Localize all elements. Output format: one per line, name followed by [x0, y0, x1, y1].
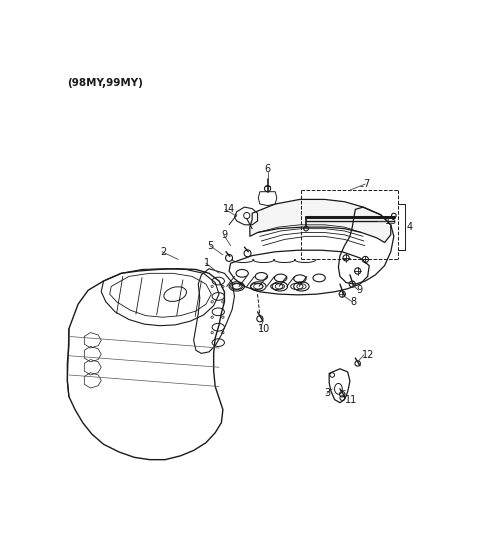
Text: 9: 9	[356, 285, 362, 295]
Text: 8: 8	[350, 297, 356, 307]
Text: 7: 7	[363, 179, 369, 189]
Text: 12: 12	[361, 350, 374, 360]
Text: 2: 2	[160, 247, 166, 257]
Text: 13: 13	[384, 216, 397, 226]
Text: 3: 3	[324, 388, 331, 398]
Text: 1: 1	[204, 258, 210, 268]
Text: 11: 11	[345, 395, 357, 405]
Text: 10: 10	[258, 324, 271, 334]
Polygon shape	[250, 199, 391, 243]
Text: (98MY,99MY): (98MY,99MY)	[67, 78, 143, 88]
Text: 5: 5	[207, 240, 214, 251]
Text: 4: 4	[406, 222, 412, 232]
Text: 14: 14	[223, 204, 235, 214]
Text: 9: 9	[221, 230, 228, 240]
Text: 6: 6	[264, 163, 271, 174]
